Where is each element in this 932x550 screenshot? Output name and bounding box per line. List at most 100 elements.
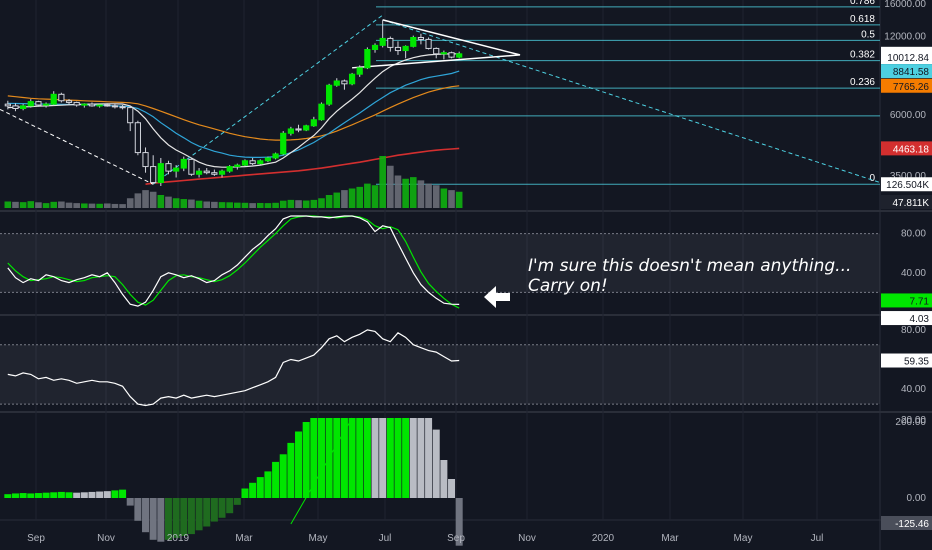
- volume-bar: [149, 191, 157, 208]
- hist-tick-label: 0.00: [907, 493, 927, 504]
- stoch-tick-label: 80.00: [901, 229, 926, 240]
- time-axis-label: Nov: [518, 533, 536, 544]
- time-axis-label: May: [734, 533, 753, 544]
- rsi-pane[interactable]: [0, 329, 880, 407]
- volume-bar: [333, 192, 341, 208]
- volume-bar: [27, 201, 35, 208]
- histogram-bar: [42, 492, 50, 498]
- histogram-bar: [27, 493, 35, 498]
- histogram-bar: [379, 418, 387, 498]
- candle-body: [341, 80, 348, 85]
- volume-bar: [218, 202, 226, 208]
- candle-body: [180, 158, 187, 169]
- fib-level-label: 0.236: [850, 77, 875, 88]
- ma-red-line: [145, 147, 460, 185]
- histogram-bar: [371, 418, 379, 498]
- rsi-tick-label: 40.00: [901, 384, 926, 395]
- volume-bar: [103, 203, 111, 208]
- volume-bar: [234, 202, 241, 208]
- volume-bar: [402, 178, 409, 208]
- candle-body: [35, 101, 42, 106]
- chart-annotation: I'm sure this doesn't mean anything... C…: [528, 256, 851, 296]
- histogram-bar: [119, 489, 127, 498]
- candle-body: [142, 152, 149, 168]
- histogram-bar: [256, 477, 264, 498]
- histogram-bar: [279, 454, 287, 498]
- candle-body: [157, 163, 164, 184]
- volume-bar: [264, 203, 272, 208]
- price-tag: 8841.58: [893, 67, 930, 78]
- histogram-bar: [249, 482, 257, 498]
- ma-white-line: [7, 53, 460, 168]
- histogram-bar: [333, 418, 341, 498]
- histogram-bar: [310, 418, 318, 498]
- price-axis[interactable]: 16000.00 12000.00 6000.00 3500.00 80.00 40.00…: [881, 0, 932, 530]
- price-pane[interactable]: 0.786 0.618 0.5 0.382 0.236 0: [0, 0, 881, 186]
- ma-blue-line: [7, 70, 460, 158]
- volume-bar: [42, 203, 50, 208]
- histogram-pane[interactable]: [4, 417, 463, 546]
- triangle-pattern: [352, 19, 521, 69]
- candle-body: [58, 93, 65, 102]
- volume-bar: [81, 203, 88, 208]
- stoch-k-tag: 7.71: [910, 296, 930, 307]
- volume-bar: [302, 200, 310, 208]
- projection-line: [382, 19, 881, 183]
- histogram-bar: [187, 498, 195, 535]
- time-axis-label: May: [309, 533, 328, 544]
- volume-bar: [126, 198, 134, 208]
- histogram-bar: [111, 490, 119, 498]
- volume-bar: [111, 203, 119, 208]
- histogram-bar: [195, 498, 203, 531]
- candle-body: [318, 103, 325, 121]
- candle-body: [81, 103, 88, 106]
- stoch-d-line: [7, 215, 460, 309]
- candle-body: [287, 128, 294, 134]
- candle-body: [410, 36, 417, 47]
- histogram-bar: [394, 418, 402, 498]
- rsi-tag-bg: [881, 353, 932, 368]
- histogram-bar: [356, 418, 364, 498]
- price-tag-bg: [881, 78, 932, 93]
- volume-bar: [157, 195, 165, 208]
- price-tag: 4463.18: [893, 144, 930, 155]
- candle-body: [188, 158, 195, 175]
- histogram-bar: [287, 442, 295, 498]
- histogram-bar: [172, 498, 180, 538]
- histogram-signal-line: [290, 417, 353, 525]
- time-axis[interactable]: Sep Nov 2019 Mar May Jul Sep Nov 2020 Mar May Jul: [27, 533, 823, 544]
- volume-bar: [188, 199, 195, 208]
- candle-body: [42, 103, 50, 106]
- arrow-left-icon: [480, 282, 514, 318]
- stochastic-pane[interactable]: [0, 215, 880, 309]
- volume-bar: [341, 190, 348, 208]
- stoch-band: [0, 233, 880, 293]
- candle-body: [295, 128, 302, 131]
- candle-body: [50, 93, 57, 105]
- volume-bar: [226, 202, 233, 208]
- volume-bar: [142, 190, 149, 208]
- volume-bar: [50, 201, 58, 208]
- candle-body: [73, 101, 80, 106]
- histogram-bar: [233, 498, 241, 505]
- volume-bar: [195, 200, 203, 208]
- histogram-bar: [386, 418, 394, 498]
- time-axis-label: Nov: [97, 533, 115, 544]
- histogram-bar: [409, 418, 417, 498]
- histogram-bar: [302, 422, 310, 498]
- candle-body: [20, 105, 27, 110]
- volume-bar: [96, 203, 103, 208]
- volume-bar: [455, 191, 463, 208]
- histogram-bar: [317, 418, 325, 498]
- rsi-tag: 59.35: [904, 357, 929, 368]
- histogram-bar: [80, 492, 88, 498]
- volume-bar: [364, 183, 371, 208]
- histogram-bar: [134, 498, 142, 521]
- price-tick-label: 16000.00: [884, 0, 926, 10]
- histogram-bar: [164, 498, 172, 540]
- candle-body: [134, 122, 141, 154]
- candle-body: [165, 163, 172, 172]
- hist-tick-label: 20.00: [901, 415, 926, 426]
- candle-body: [364, 48, 371, 69]
